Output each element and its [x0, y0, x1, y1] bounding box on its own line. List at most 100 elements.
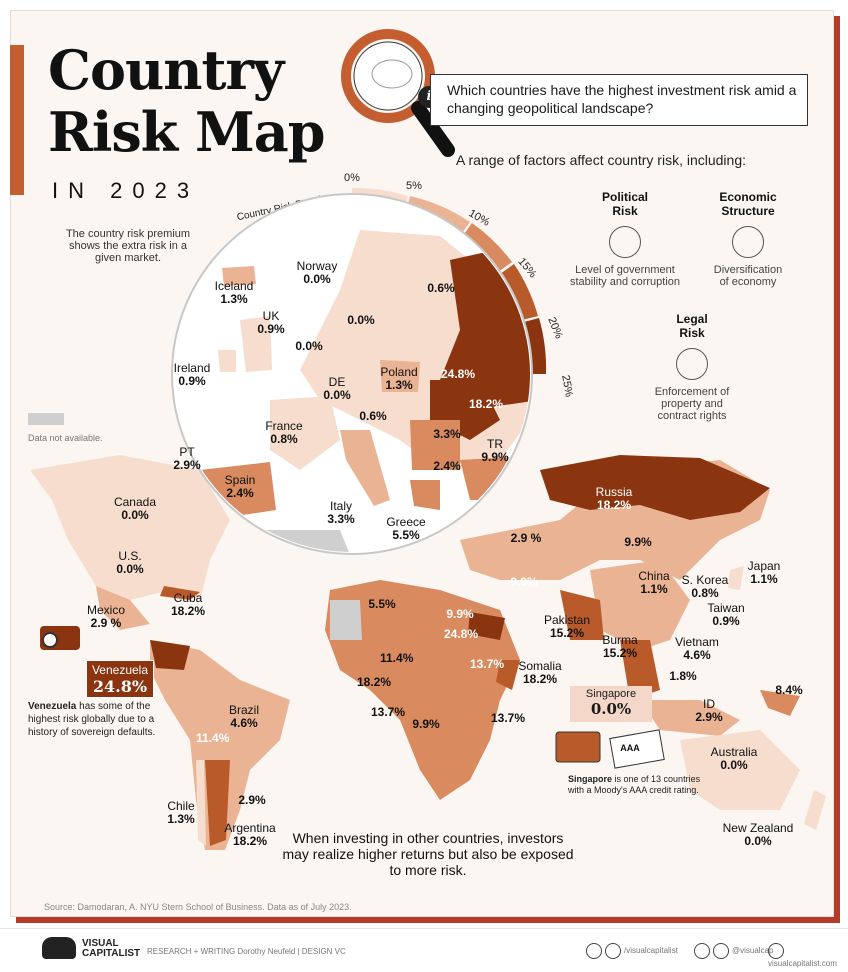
- premium-note: The country risk premium shows the extra…: [65, 228, 191, 264]
- factor-desc-3: contract rights: [657, 410, 727, 422]
- value-ukraine: 18.2%: [468, 397, 504, 411]
- label-pakistan: Pakistan 15.2%: [543, 613, 591, 640]
- value-papua-new-guinea: 8.4%: [775, 683, 803, 697]
- factor-desc-1: Enforcement of: [654, 386, 730, 398]
- value-ethiopia: 13.7%: [470, 657, 505, 671]
- title-accent-bar: [10, 45, 24, 195]
- label-brazil: Brazil 4.6%: [228, 703, 259, 730]
- social-facebook-youtube[interactable]: /visualcapitalist: [586, 943, 678, 959]
- venezuela-shape: [150, 640, 190, 670]
- south-america-shape: [150, 640, 290, 850]
- value-belarus: 24.8%: [440, 367, 476, 381]
- label-iceland: Iceland 1.3%: [214, 279, 254, 306]
- label-japan: Japan 1.1%: [747, 559, 781, 586]
- label-new-zealand: New Zealand 0.0%: [722, 821, 794, 848]
- closing-statement: When investing in other countries, inves…: [282, 830, 574, 878]
- footer: VISUAL CAPITALIST RESEARCH + WRITING Doro…: [0, 928, 848, 972]
- uk-inset-shape: [240, 316, 272, 372]
- visual-capitalist-logo: [42, 937, 76, 959]
- factor-economic-structure: Economic Structure Diversification of ec…: [690, 190, 806, 288]
- factors-intro: A range of factors affect country risk, …: [456, 152, 747, 168]
- factor-desc-2: property and: [661, 398, 723, 410]
- russia-shape: [540, 455, 770, 520]
- value-bulgaria: 2.4%: [433, 459, 461, 473]
- question-box: Which countries have the highest investm…: [430, 74, 808, 126]
- value-angola: 13.7%: [370, 705, 406, 719]
- website-link[interactable]: visualcapitalist.com: [768, 943, 848, 968]
- label-russia: Russia 18.2%: [595, 485, 633, 512]
- pie-chart-icon: [732, 226, 764, 258]
- title-line-1: Country: [48, 38, 284, 102]
- value-denmark: 0.0%: [295, 339, 323, 353]
- value-finland: 0.6%: [427, 281, 455, 295]
- australia-shape: [680, 730, 800, 810]
- arc-segment-10-15: [462, 223, 512, 272]
- north-africa-no-data-shape: [240, 530, 360, 552]
- label-greece: Greece 5.5%: [386, 515, 426, 542]
- label-italy: Italy 3.3%: [327, 499, 355, 526]
- africa-no-data-shape: [330, 600, 362, 640]
- credits: RESEARCH + WRITING Dorothy Neufeld | DES…: [147, 947, 346, 956]
- burma-shape: [620, 640, 660, 700]
- value-romania: 3.3%: [433, 427, 461, 441]
- value-uruguay: 2.9%: [238, 793, 266, 807]
- value-iran: 9.9%: [510, 575, 538, 589]
- value-nigeria: 11.4%: [380, 651, 414, 665]
- label-poland: Poland 1.3%: [380, 365, 418, 392]
- calculator-and-report-icon: [555, 729, 665, 769]
- label-china: China 1.1%: [638, 569, 670, 596]
- youtube-icon[interactable]: [605, 943, 621, 959]
- arc-tick-5: 5%: [406, 180, 422, 192]
- label-vietnam: Vietnam 4.6%: [675, 635, 719, 662]
- ireland-inset-shape: [218, 350, 236, 372]
- globe-link-icon[interactable]: [768, 943, 784, 959]
- value-kazakhstan: 2.9 %: [510, 531, 542, 545]
- arc-segment-15-20: [500, 264, 538, 320]
- aaa-badge: AAA: [620, 743, 640, 753]
- magnifier-handle: [411, 101, 455, 157]
- label-spain: Spain 2.4%: [224, 473, 256, 500]
- social-twitter-instagram[interactable]: @visualcap: [694, 943, 773, 959]
- magnifier-lens: [353, 41, 423, 111]
- label-turkey: TR 9.9%: [481, 437, 509, 464]
- argentina-shape: [205, 760, 230, 846]
- factor-legal-risk: Legal Risk Enforcement of property and c…: [636, 312, 748, 422]
- factor-desc-1: Diversification: [713, 264, 783, 276]
- label-indonesia: ID 2.9%: [695, 697, 723, 724]
- label-germany: DE 0.0%: [323, 375, 351, 402]
- brand-name: VISUAL CAPITALIST: [82, 938, 141, 959]
- wallet-icon: [40, 626, 80, 650]
- facebook-icon[interactable]: [586, 943, 602, 959]
- label-somalia: Somalia 18.2%: [518, 659, 562, 686]
- indonesia-shape: [640, 700, 740, 736]
- sudan-shape: [468, 612, 505, 640]
- factor-heading-2: Risk: [612, 204, 638, 218]
- value-bolivia: 11.4%: [196, 731, 230, 745]
- title-line-2: Risk Map: [48, 100, 326, 164]
- venezuela-highlight: Venezuela 24.8%: [86, 660, 154, 698]
- twitter-icon[interactable]: [694, 943, 710, 959]
- label-chile: Chile 1.3%: [167, 799, 195, 826]
- new-zealand-shape: [804, 790, 826, 830]
- venezuela-note: Venezuela has some of the highest risk g…: [28, 701, 156, 738]
- label-argentina: Argentina 18.2%: [224, 821, 276, 848]
- label-canada: Canada 0.0%: [113, 495, 157, 522]
- arc-tick-0: 0%: [344, 172, 360, 184]
- value-egypt: 9.9%: [446, 607, 474, 621]
- factor-desc-2: stability and corruption: [569, 276, 681, 288]
- instagram-icon[interactable]: [713, 943, 729, 959]
- no-data-legend-swatch: [28, 413, 64, 425]
- poland-inset-shape: [380, 360, 420, 392]
- balkans-inset-shape: [410, 420, 460, 470]
- label-uk: UK 0.9%: [257, 309, 285, 336]
- cuba-shape: [160, 586, 200, 600]
- label-mexico: Mexico 2.9 %: [86, 603, 125, 630]
- china-shape: [590, 560, 690, 650]
- label-ireland: Ireland 0.9%: [173, 361, 211, 388]
- factor-desc-1: Level of government: [575, 264, 675, 276]
- value-mozambique: 13.7%: [490, 711, 526, 725]
- factor-desc-2: of economy: [719, 276, 777, 288]
- label-portugal: PT 2.9%: [173, 445, 201, 472]
- factor-heading-1: Economic: [719, 190, 777, 204]
